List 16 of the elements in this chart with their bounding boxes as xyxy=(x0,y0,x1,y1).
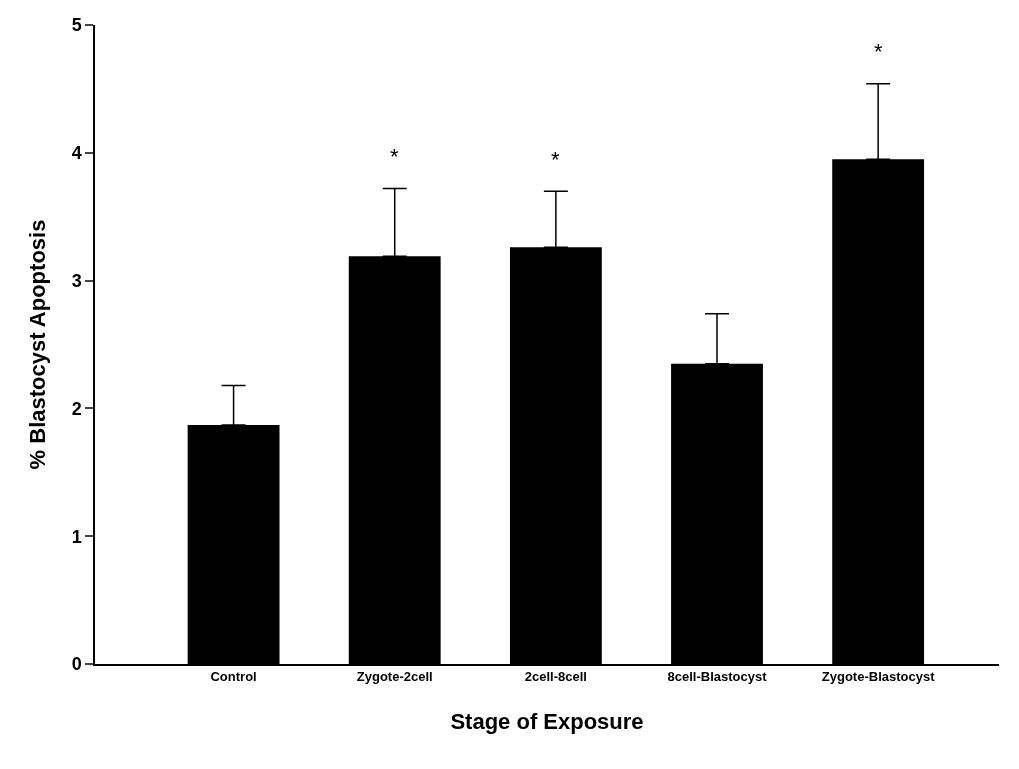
x-tick-label: 2cell-8cell xyxy=(524,669,587,685)
x-tick-label: Zygote-Blastocyst xyxy=(821,669,936,685)
y-tick-label: 4 xyxy=(71,143,82,164)
annotation: * xyxy=(390,144,399,169)
x-tick-label: 8cell-Blastocyst xyxy=(667,669,768,685)
x-tick-label: Zygote-2cell xyxy=(356,669,433,685)
annotation: * xyxy=(551,147,560,172)
y-axis-title: % Blastocyst Apoptosis xyxy=(24,219,50,470)
y-tick-label: 1 xyxy=(71,526,82,547)
annotation: * xyxy=(874,39,883,64)
x-tick-label: Control xyxy=(210,669,257,685)
x-axis-title: Stage of Exposure xyxy=(450,708,644,734)
y-tick-label: 5 xyxy=(71,15,82,36)
y-tick-label: 0 xyxy=(71,654,82,675)
y-tick-label: 3 xyxy=(71,270,82,291)
y-tick-label: 2 xyxy=(71,398,82,419)
